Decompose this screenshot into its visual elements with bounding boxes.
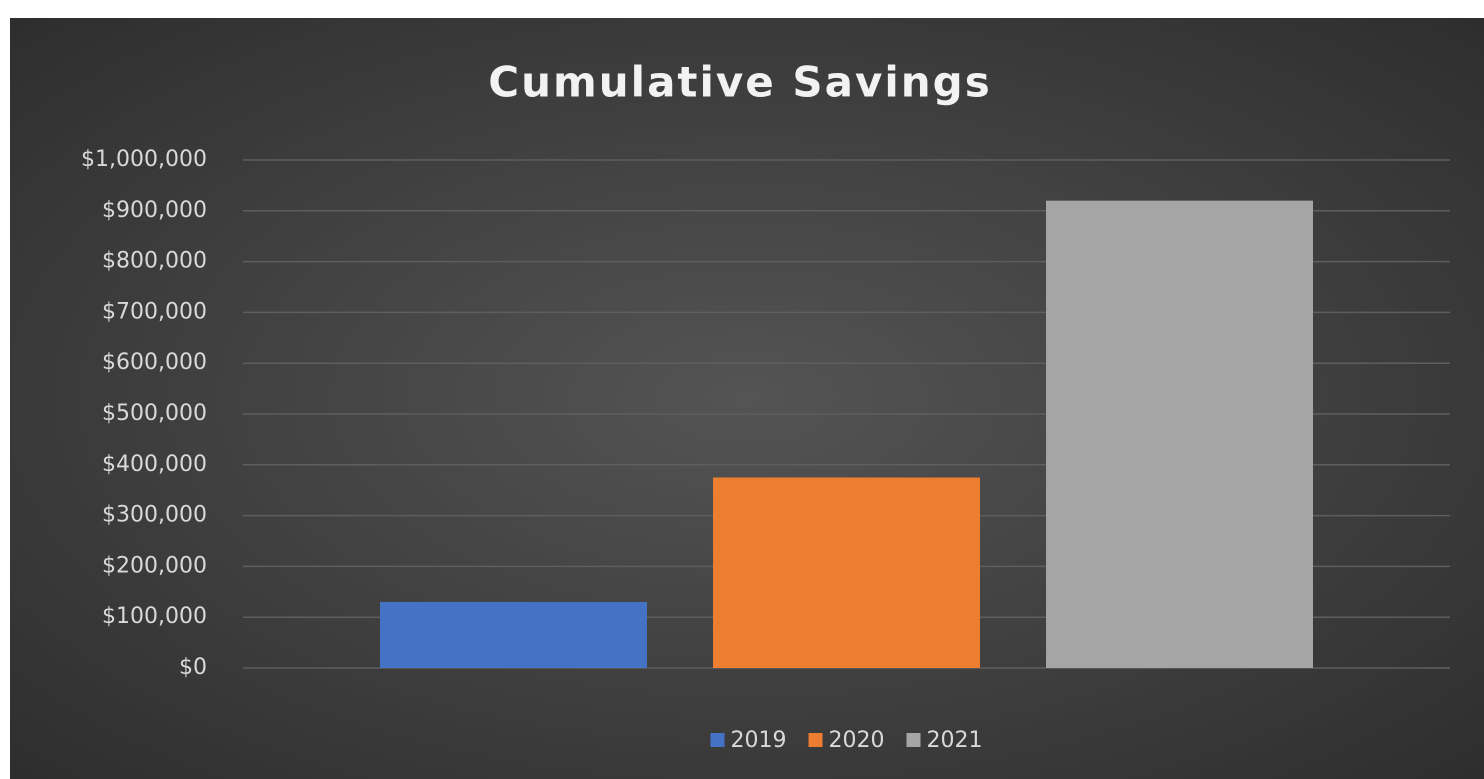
legend-label: 2019 — [731, 728, 787, 753]
y-tick-label: $200,000 — [102, 553, 207, 578]
y-tick-label: $300,000 — [102, 503, 207, 528]
bar — [379, 601, 647, 668]
y-tick-label: $700,000 — [102, 299, 207, 324]
y-tick-label: $900,000 — [102, 198, 207, 223]
legend-label: 2020 — [829, 728, 885, 753]
y-tick-label: $1,000,000 — [81, 147, 207, 172]
legend-label: 2021 — [927, 728, 983, 753]
y-tick-label: $400,000 — [102, 452, 207, 477]
chart-title: Cumulative Savings — [488, 58, 991, 107]
legend-swatch — [710, 733, 725, 747]
y-tick-label: $500,000 — [102, 401, 207, 426]
y-tick-label: $600,000 — [102, 350, 207, 375]
legend-swatch — [808, 733, 823, 747]
bar — [713, 477, 980, 668]
y-tick-label: $0 — [179, 655, 207, 680]
y-tick-label: $800,000 — [102, 249, 207, 274]
y-tick-label: $100,000 — [102, 604, 207, 629]
bar — [1046, 200, 1314, 668]
legend-swatch — [906, 733, 921, 747]
